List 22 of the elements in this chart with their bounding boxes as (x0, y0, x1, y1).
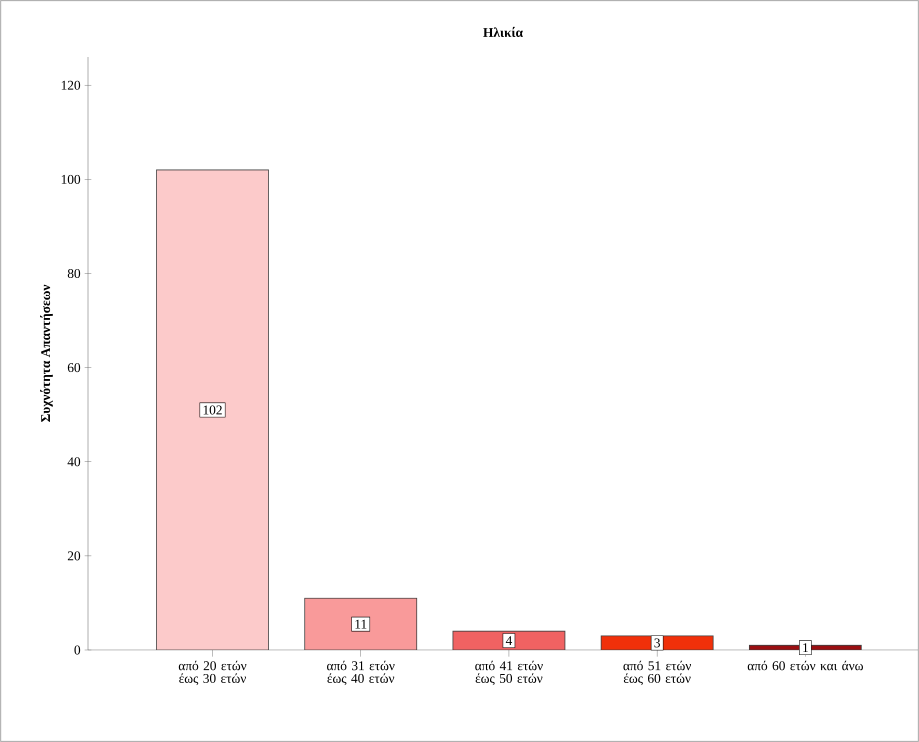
y-tick-label: 0 (74, 646, 80, 654)
bar (304, 598, 418, 650)
data-label: 1 (803, 643, 808, 652)
x-tick-label: από 51 ετών έως 60 ετών (623, 660, 692, 686)
y-tick-label: 120 (62, 80, 80, 90)
bar (156, 170, 269, 650)
data-label: 4 (506, 636, 512, 645)
data-label: 3 (654, 638, 660, 648)
chart-title: Ηλικία (483, 26, 523, 37)
x-tick-label: από 60 ετών και άνω (748, 660, 863, 670)
y-axis-title: Συχνότητα Απαντήσεων (40, 284, 53, 422)
y-tick-label: 100 (62, 174, 80, 184)
x-tick-label: από 41 ετών έως 50 ετών (475, 660, 543, 686)
data-label: 102 (204, 405, 222, 414)
bar (452, 630, 566, 650)
x-tick-label: από 20 ετών έως 30 ετών (178, 660, 246, 686)
y-tick-label: 80 (68, 268, 80, 278)
y-tick-label: 60 (68, 363, 80, 372)
x-tick-label: από 31 ετών έως 40 ετών (327, 660, 395, 686)
y-tick-label: 40 (68, 457, 80, 466)
data-label: 11 (355, 620, 366, 629)
y-tick-label: 20 (68, 551, 80, 560)
